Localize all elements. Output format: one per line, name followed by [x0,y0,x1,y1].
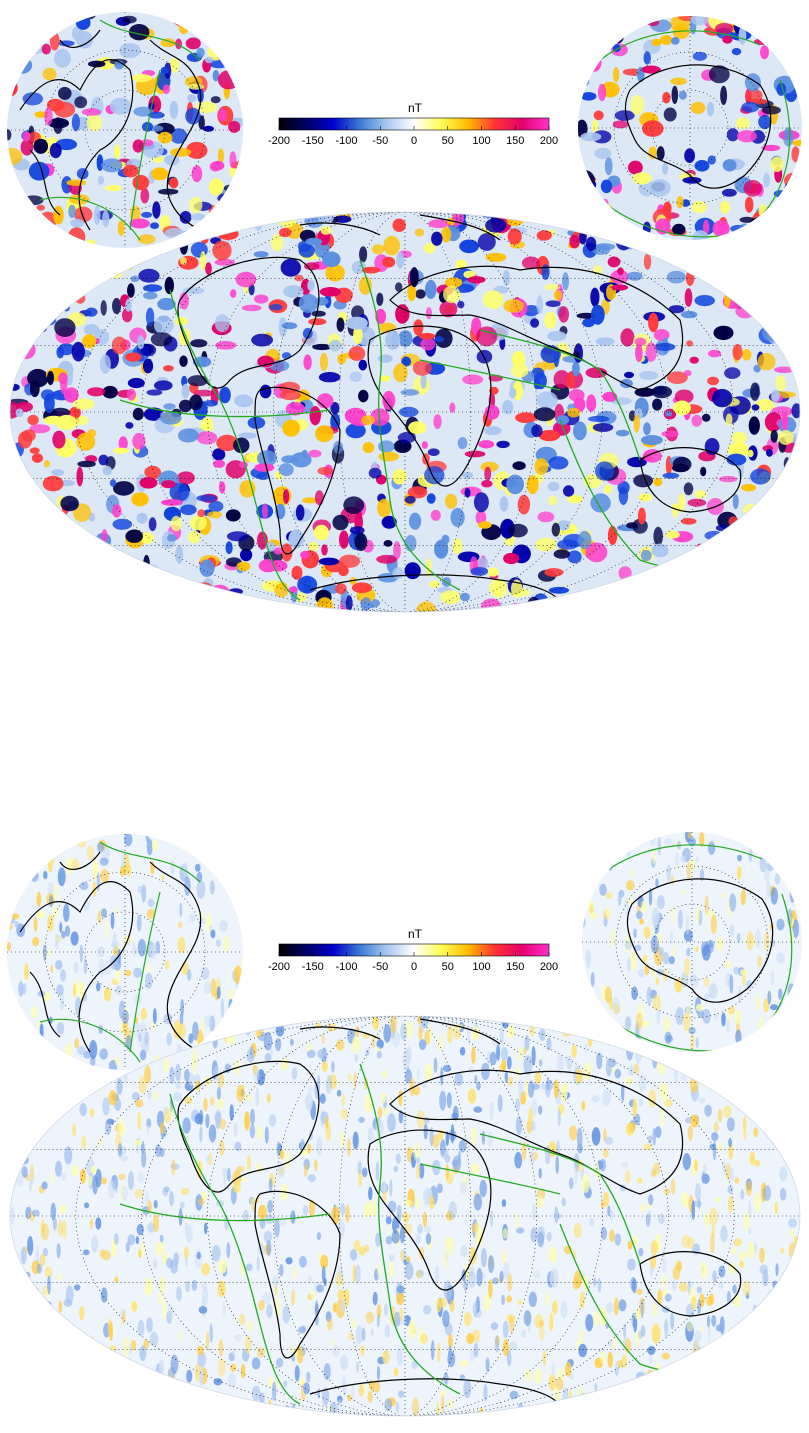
colorbar-tick-label: -150 [302,961,324,973]
south-graticule-top [578,16,802,240]
world-map-top [9,211,801,613]
top-map-panel: nT -200 -150 -100 -50 0 50 100 150 200 [0,0,809,640]
colorbar-ticks-top: -200 -150 -100 -50 0 50 100 150 200 [268,126,558,147]
coast-antarctica-bottom [309,1378,561,1410]
bottom-map-panel: nT -200 -150 -100 -50 0 50 100 150 200 [0,820,809,1433]
coast-eurasia-top [389,265,684,391]
colorbar-tick-label: -200 [268,961,290,973]
world-graticule-bottom [10,1016,800,1416]
coast-australia-bottom [639,1251,742,1317]
north-polar-inset-top [7,12,243,248]
colorbar-tick-label: 150 [506,135,524,147]
colorbar-tick-label: -100 [335,961,357,973]
colorbar-tick-label: 50 [442,961,454,973]
south-polar-inset-top [578,16,802,240]
north-polar-inset-bottom [7,834,243,1070]
coast-south-america-bottom [254,1190,341,1359]
world-map-bottom [9,1015,801,1417]
north-graticule-top [7,12,243,248]
north-anomaly-field-bottom [7,834,243,1070]
colorbar-bottom: nT -200 -150 -100 -50 0 50 100 150 200 [268,927,558,973]
coast-north-america-top [177,256,320,389]
north-coastline-bottom [19,841,202,1063]
colorbar-unit-top: nT [408,101,423,115]
world-coastline-top [177,214,742,606]
coast-africa-top [367,325,492,487]
colorbar-tick-label: 50 [442,135,454,147]
colorbar-tick-label: 200 [540,135,558,147]
coast-antarctica-top [309,574,561,606]
colorbar-tick-label: 200 [540,961,558,973]
colorbar-tick-label: -50 [372,135,388,147]
colorbar-tick-label: 0 [411,961,417,973]
south-polar-inset-bottom [582,832,802,1052]
colorbar-ticks-bottom: -200 -150 -100 -50 0 50 100 150 200 [268,952,558,973]
top-map-figure: nT -200 -150 -100 -50 0 50 100 150 200 [7,12,802,613]
world-graticule-top [10,212,800,612]
coast-africa-bottom [367,1129,492,1291]
colorbar-tick-label: 100 [472,961,490,973]
north-coastline-top [19,19,202,241]
bottom-map-figure: nT -200 -150 -100 -50 0 50 100 150 200 [7,832,802,1417]
colorbar-tick-label: -150 [302,135,324,147]
colorbar-tick-label: 100 [472,135,490,147]
coast-south-america-top [254,386,341,555]
coast-australia-top [639,447,742,513]
colorbar-tick-label: -100 [335,135,357,147]
coast-eurasia-bottom [389,1069,684,1195]
north-graticule-bottom [7,834,243,1070]
coast-north-america-bottom [177,1060,320,1193]
north-anomaly-field-top [7,12,243,248]
colorbar-tick-label: 0 [411,135,417,147]
colorbar-tick-label: -50 [372,961,388,973]
world-coastline-bottom [177,1018,742,1410]
south-anomaly-field-top [578,16,802,240]
colorbar-tick-label: 150 [506,961,524,973]
colorbar-top: nT -200 -150 -100 -50 0 50 100 150 200 [268,101,558,147]
colorbar-tick-label: -200 [268,135,290,147]
colorbar-unit-bottom: nT [408,927,423,941]
south-graticule-bottom [582,832,802,1052]
